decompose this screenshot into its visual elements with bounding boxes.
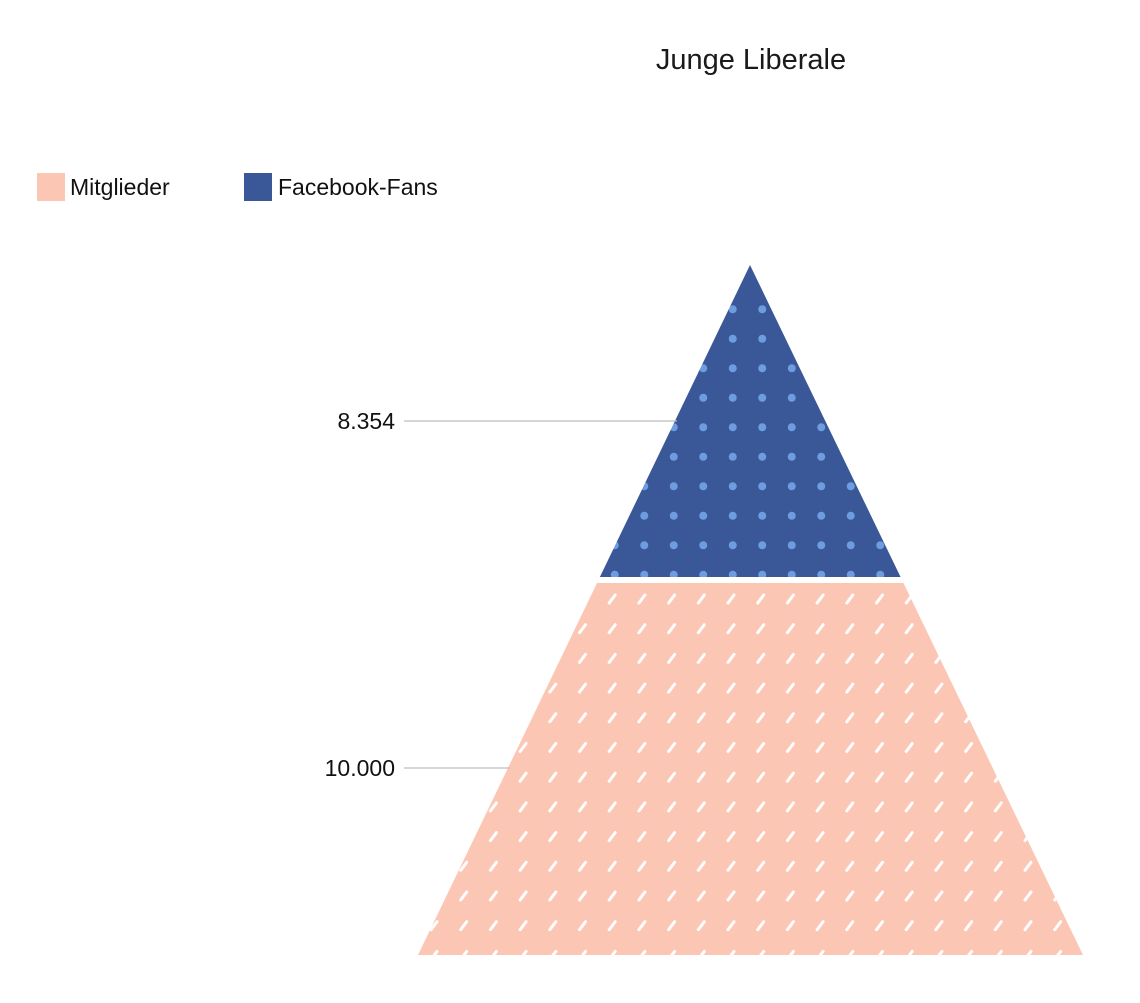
value-label-facebook-fans: 8.354: [337, 408, 395, 434]
legend-item-facebook-fans[interactable]: Facebook-Fans: [244, 173, 438, 201]
legend-swatch-mitglieder: [37, 173, 65, 201]
pyramid-segment-mitglieder[interactable]: [418, 583, 1083, 955]
chart-title: Junge Liberale: [656, 44, 846, 76]
legend-label-mitglieder: Mitglieder: [70, 174, 170, 200]
pyramid-segment-facebook-fans[interactable]: [599, 265, 901, 577]
legend: Mitglieder Facebook-Fans: [37, 173, 438, 201]
legend-item-mitglieder[interactable]: Mitglieder: [37, 173, 170, 201]
value-label-mitglieder: 10.000: [325, 755, 395, 781]
value-labels: 8.354 10.000: [325, 408, 677, 781]
legend-label-facebook-fans: Facebook-Fans: [278, 174, 438, 200]
pyramid-plot: [418, 265, 1083, 955]
legend-swatch-facebook-fans: [244, 173, 272, 201]
